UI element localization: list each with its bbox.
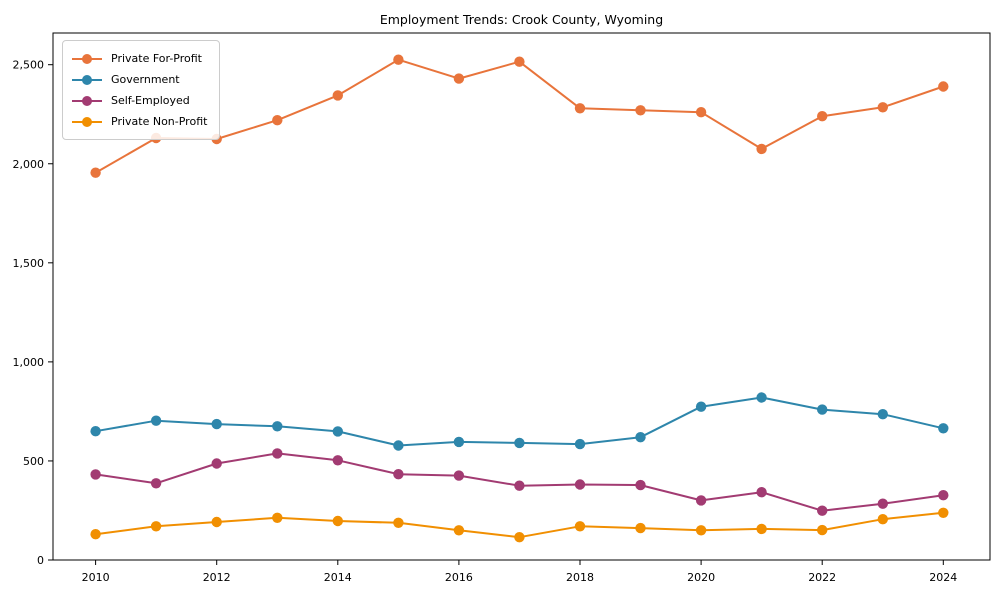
- data-point-self-employed-2010: [90, 469, 101, 480]
- data-point-self-employed-2017: [514, 480, 525, 491]
- data-point-government-2023: [877, 409, 888, 420]
- data-point-private-for-profit-2019: [635, 105, 646, 116]
- x-tick-label: 2018: [566, 571, 594, 584]
- legend-dot: [82, 95, 92, 106]
- data-point-government-2021: [756, 392, 767, 403]
- legend-label: Private For-Profit: [111, 52, 202, 65]
- data-point-private-for-profit-2023: [877, 102, 888, 113]
- y-tick-label: 0: [37, 554, 44, 567]
- legend-item-private-non-profit: Private Non-Profit: [72, 111, 207, 132]
- data-point-government-2022: [817, 404, 828, 415]
- data-point-private-non-profit-2020: [695, 525, 707, 536]
- data-point-government-2020: [695, 401, 707, 412]
- data-point-self-employed-2012: [211, 458, 222, 469]
- data-point-self-employed-2019: [635, 479, 646, 491]
- legend-item-private-for-profit: Private For-Profit: [72, 48, 207, 69]
- data-point-private-non-profit-2010: [90, 529, 101, 540]
- data-point-self-employed-2021: [756, 487, 767, 498]
- data-point-self-employed-2016: [453, 470, 465, 481]
- data-point-self-employed-2018: [574, 479, 586, 490]
- data-point-private-for-profit-2018: [574, 103, 586, 114]
- data-point-private-non-profit-2023: [877, 514, 888, 525]
- data-point-self-employed-2015: [393, 469, 404, 480]
- legend-marker-icon: [72, 74, 102, 85]
- data-point-government-2013: [272, 421, 283, 432]
- data-point-government-2019: [635, 432, 646, 443]
- data-point-private-non-profit-2022: [817, 524, 828, 536]
- data-point-government-2017: [514, 437, 525, 449]
- legend-label: Self-Employed: [111, 94, 190, 107]
- chart-title: Employment Trends: Crook County, Wyoming: [379, 12, 664, 27]
- legend-label: Private Non-Profit: [111, 115, 208, 128]
- data-point-private-non-profit-2015: [393, 517, 404, 528]
- data-point-self-employed-2013: [272, 448, 283, 459]
- x-tick-label: 2010: [82, 571, 110, 584]
- data-point-private-non-profit-2012: [211, 516, 222, 528]
- y-tick-label: 1,500: [13, 257, 45, 270]
- data-point-private-for-profit-2014: [332, 90, 343, 101]
- data-point-government-2010: [90, 426, 101, 437]
- x-tick-label: 2012: [203, 571, 231, 584]
- x-tick-label: 2014: [324, 571, 352, 584]
- data-point-self-employed-2022: [817, 505, 828, 516]
- data-point-private-for-profit-2010: [90, 167, 101, 178]
- data-point-private-for-profit-2021: [756, 143, 767, 155]
- data-point-self-employed-2011: [150, 478, 162, 489]
- legend-item-government: Government: [72, 69, 207, 90]
- data-point-government-2016: [453, 436, 465, 448]
- data-point-private-non-profit-2019: [635, 522, 646, 534]
- data-point-private-for-profit-2022: [817, 111, 828, 122]
- legend: Private For-Profit Government Self-Employe…: [62, 40, 221, 140]
- y-tick-label: 2,000: [13, 158, 45, 171]
- legend-dot: [82, 74, 92, 85]
- data-point-self-employed-2020: [695, 495, 707, 506]
- data-point-private-for-profit-2013: [272, 115, 283, 126]
- series-line-private-for-profit: [95, 58, 944, 174]
- data-point-private-for-profit-2017: [514, 56, 525, 67]
- data-point-government-2024: [938, 423, 949, 434]
- x-tick-label: 2024: [929, 571, 957, 584]
- data-point-government-2014: [332, 426, 343, 437]
- data-point-private-for-profit-2020: [695, 107, 707, 118]
- legend-marker-icon: [72, 53, 102, 64]
- data-point-self-employed-2023: [877, 498, 888, 509]
- data-point-government-2015: [393, 440, 404, 451]
- data-point-private-for-profit-2024: [938, 81, 949, 92]
- data-point-self-employed-2024: [938, 490, 949, 501]
- data-point-private-non-profit-2016: [453, 525, 465, 536]
- y-tick-label: 1,000: [13, 356, 45, 369]
- data-point-private-non-profit-2014: [332, 515, 343, 527]
- data-point-self-employed-2014: [332, 455, 343, 466]
- legend-dot: [82, 116, 92, 127]
- data-point-private-for-profit-2016: [453, 73, 465, 84]
- data-point-government-2011: [150, 415, 162, 426]
- legend-dot: [82, 53, 92, 64]
- x-tick-label: 2016: [445, 571, 473, 584]
- data-point-private-non-profit-2011: [150, 521, 162, 532]
- data-point-government-2018: [574, 438, 586, 450]
- data-point-private-non-profit-2021: [756, 523, 767, 535]
- x-tick-label: 2022: [808, 571, 836, 584]
- x-tick-label: 2020: [687, 571, 715, 584]
- legend-item-self-employed: Self-Employed: [72, 90, 207, 111]
- data-point-private-for-profit-2015: [393, 54, 404, 65]
- data-point-private-non-profit-2024: [938, 507, 949, 518]
- data-point-government-2012: [211, 418, 222, 430]
- data-point-private-non-profit-2018: [574, 521, 586, 532]
- y-tick-label: 500: [23, 455, 44, 468]
- plot-border: [52, 32, 991, 561]
- y-tick-label: 2,500: [13, 59, 45, 72]
- legend-marker-icon: [72, 116, 102, 127]
- data-point-private-non-profit-2017: [514, 532, 525, 543]
- legend-marker-icon: [72, 95, 102, 106]
- data-point-private-non-profit-2013: [272, 512, 283, 523]
- legend-label: Government: [111, 73, 180, 86]
